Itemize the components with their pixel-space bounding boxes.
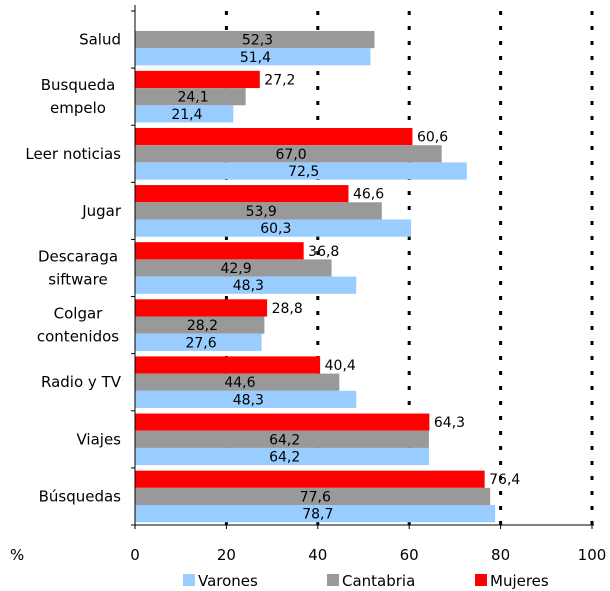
x-tick-label: 40 (308, 546, 327, 564)
data-label: 46,6 (353, 187, 384, 203)
category-label: Viajes (76, 430, 121, 448)
data-label: 52,3 (242, 33, 273, 49)
bar (135, 447, 429, 466)
category-label: Salud (79, 31, 121, 49)
data-label: 28,2 (187, 318, 218, 334)
legend: Varones Cantabria Mujeres (183, 572, 549, 590)
bar (135, 242, 304, 260)
data-label: 24,1 (177, 90, 208, 106)
data-label: 72,5 (288, 164, 319, 180)
bar (135, 505, 496, 523)
data-label: 44,6 (224, 375, 255, 391)
bars (135, 30, 496, 523)
bar (135, 316, 265, 334)
data-label: 21,4 (171, 107, 202, 123)
data-label: 78,7 (302, 507, 333, 523)
data-label: 60,6 (417, 130, 448, 146)
bar (135, 70, 260, 89)
data-label: 40,4 (325, 358, 356, 374)
category-label: Leer noticias (25, 145, 121, 163)
data-label: 64,3 (434, 415, 465, 431)
category-label: Colgar contenidos (37, 305, 119, 346)
data-label: 64,2 (269, 450, 300, 466)
legend-swatch (475, 574, 487, 586)
data-label: 48,3 (233, 278, 264, 294)
category-label: Descaraga siftware (38, 248, 118, 289)
x-tick-label: 60 (400, 546, 419, 564)
bar (135, 356, 321, 374)
x-tick-label: 20 (217, 546, 236, 564)
legend-swatch (327, 574, 339, 586)
bar (135, 373, 340, 391)
data-label: 27,6 (185, 335, 216, 351)
bar (135, 470, 485, 488)
bar (135, 299, 268, 317)
bar (135, 48, 371, 66)
bar (135, 88, 246, 106)
bar (135, 105, 234, 123)
bar (135, 390, 357, 409)
bar (135, 162, 467, 180)
bar (135, 259, 332, 277)
bar (135, 219, 412, 237)
category-label: Busqueda empelo (41, 76, 116, 117)
data-label: 27,2 (264, 72, 295, 88)
tick-labels: 0 20 40 60 80 100 (130, 546, 606, 564)
data-labels: 27,2 60,6 46,6 36,8 28,8 40,4 64,3 76,4 52,3 24,1… (171, 33, 520, 523)
category-label: Búsquedas (39, 487, 122, 505)
bar (135, 430, 429, 448)
x-tick-label: 80 (491, 546, 510, 564)
x-tick-label: 0 (130, 546, 140, 564)
bar (135, 487, 491, 506)
axes (131, 5, 594, 529)
data-label: 48,3 (233, 392, 264, 408)
data-label: 60,3 (260, 221, 291, 237)
data-label: 76,4 (489, 472, 520, 488)
category-label: Radio y TV (41, 373, 122, 391)
data-label: 53,9 (246, 204, 277, 220)
bar (135, 276, 357, 294)
x-tick-label: 100 (578, 546, 607, 564)
legend-swatch (183, 574, 195, 586)
bar (135, 185, 349, 203)
legend-label: Cantabria (342, 572, 415, 590)
legend-label: Mujeres (490, 572, 549, 590)
data-label: 28,8 (272, 301, 303, 317)
bar (135, 413, 430, 431)
category-label: Jugar (81, 202, 122, 220)
x-axis-unit-label: % (10, 546, 24, 564)
bar (135, 145, 442, 163)
data-label: 77,6 (300, 489, 331, 505)
data-label: 36,8 (308, 244, 339, 260)
bar (135, 30, 375, 49)
data-label: 51,4 (240, 50, 271, 66)
data-label: 42,9 (220, 261, 251, 277)
bar (135, 333, 262, 351)
data-label: 64,2 (269, 432, 300, 448)
data-label: 67,0 (276, 147, 307, 163)
category-labels: Salud Busqueda empelo Leer noticias Jugar Des… (25, 31, 121, 506)
legend-label: Varones (198, 572, 258, 590)
bar (135, 127, 413, 146)
bar (135, 202, 382, 220)
